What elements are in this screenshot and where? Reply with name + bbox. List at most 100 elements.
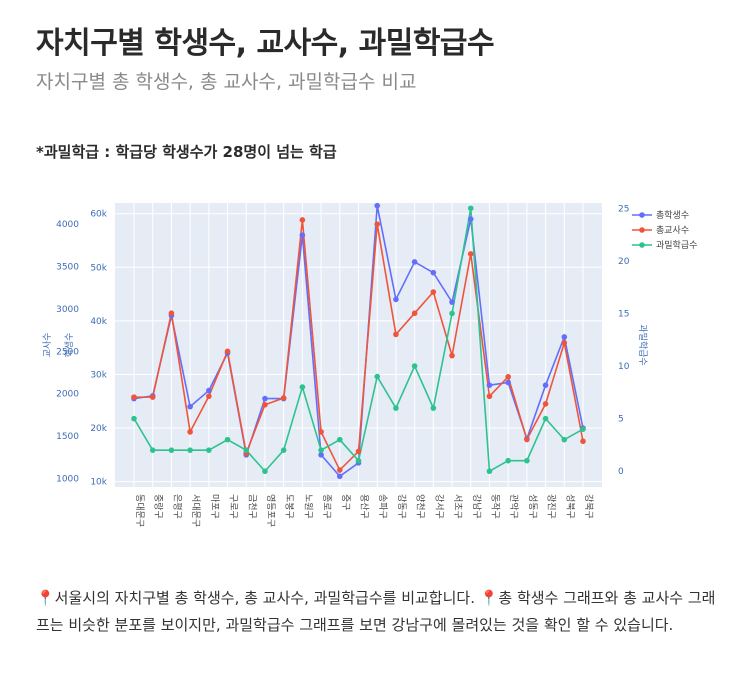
- data-point-teachers[interactable]: [580, 438, 586, 445]
- classes-tick-label: 0: [618, 467, 624, 477]
- data-point-classes[interactable]: [187, 447, 193, 453]
- data-point-teachers[interactable]: [393, 331, 399, 338]
- legend-label: 총학생수: [656, 210, 689, 221]
- district-tick-label: 양천구: [415, 494, 426, 519]
- data-point-classes[interactable]: [449, 310, 455, 317]
- data-point-classes[interactable]: [561, 436, 568, 443]
- data-point-students[interactable]: [561, 334, 568, 340]
- district-tick-label: 성북구: [564, 494, 575, 519]
- data-point-classes[interactable]: [280, 447, 287, 453]
- data-point-teachers[interactable]: [262, 401, 268, 408]
- data-point-teachers[interactable]: [524, 436, 530, 443]
- line-chart[interactable]: 1000 1500 2000 2500 3000 3500 4000 10k 20k 30k 40…: [0, 195, 750, 540]
- data-point-students[interactable]: [393, 296, 399, 303]
- students-tick-label: 20k: [90, 424, 107, 434]
- data-point-teachers[interactable]: [355, 448, 362, 455]
- data-point-students[interactable]: [542, 382, 549, 388]
- data-point-classes[interactable]: [131, 415, 137, 422]
- legend-item-classes[interactable]: 과밀학급수: [632, 239, 697, 251]
- data-point-teachers[interactable]: [168, 310, 175, 317]
- data-point-classes[interactable]: [393, 405, 399, 411]
- data-point-teachers[interactable]: [149, 394, 156, 400]
- data-point-students[interactable]: [336, 473, 343, 480]
- students-tick-label: 50k: [90, 263, 107, 273]
- data-point-teachers[interactable]: [561, 340, 568, 346]
- classes-axis-title: 과밀학급수: [637, 324, 649, 365]
- data-point-classes[interactable]: [374, 373, 381, 380]
- data-point-classes[interactable]: [580, 426, 586, 432]
- legend-marker: [639, 242, 645, 248]
- data-point-students[interactable]: [262, 395, 268, 402]
- data-point-teachers[interactable]: [449, 352, 455, 359]
- district-tick-label: 금천구: [246, 494, 257, 519]
- data-point-teachers[interactable]: [224, 348, 231, 355]
- data-point-teachers[interactable]: [280, 395, 287, 401]
- district-tick-label: 서대문구: [190, 494, 201, 527]
- data-point-classes[interactable]: [206, 447, 212, 453]
- data-point-classes[interactable]: [262, 468, 268, 475]
- data-point-classes[interactable]: [355, 457, 362, 464]
- data-point-classes[interactable]: [505, 457, 511, 464]
- data-point-teachers[interactable]: [542, 401, 549, 407]
- data-point-classes[interactable]: [467, 205, 474, 212]
- data-point-teachers[interactable]: [131, 394, 137, 400]
- data-point-classes[interactable]: [430, 405, 437, 411]
- data-point-teachers[interactable]: [187, 429, 193, 435]
- data-point-students[interactable]: [505, 379, 511, 386]
- legend-label: 총교사수: [656, 225, 689, 236]
- data-point-students[interactable]: [486, 382, 493, 388]
- data-point-teachers[interactable]: [430, 289, 437, 295]
- data-point-teachers[interactable]: [336, 467, 343, 473]
- data-point-classes[interactable]: [168, 447, 175, 453]
- data-point-students[interactable]: [318, 452, 324, 458]
- data-point-students[interactable]: [187, 403, 193, 410]
- students-tick-label: 60k: [90, 210, 107, 220]
- data-point-teachers[interactable]: [505, 373, 511, 380]
- data-point-teachers[interactable]: [374, 221, 381, 227]
- district-tick-label: 구로구: [228, 494, 239, 519]
- district-tick-label: 강북구: [583, 494, 594, 519]
- legend-label: 과밀학급수: [656, 239, 697, 251]
- data-point-students[interactable]: [374, 202, 381, 209]
- data-point-classes[interactable]: [486, 468, 493, 475]
- district-tick-label: 종로구: [321, 494, 332, 519]
- district-tick-label: 송파구: [377, 494, 388, 519]
- district-tick-label: 강서구: [433, 494, 444, 519]
- data-point-classes[interactable]: [318, 447, 324, 453]
- classes-tick-label: 5: [618, 415, 624, 425]
- data-point-classes[interactable]: [224, 436, 231, 443]
- legend-marker: [639, 212, 645, 218]
- series-points[interactable]: [131, 202, 586, 480]
- data-point-students[interactable]: [299, 232, 306, 238]
- data-point-teachers[interactable]: [467, 251, 474, 257]
- district-tick-label: 중구: [340, 494, 351, 511]
- data-point-students[interactable]: [449, 299, 455, 305]
- legend-item-teachers[interactable]: 총교사수: [632, 225, 689, 236]
- data-point-students[interactable]: [206, 387, 212, 394]
- data-point-classes[interactable]: [149, 447, 156, 453]
- legend-item-students[interactable]: 총학생수: [632, 210, 689, 221]
- data-point-teachers[interactable]: [486, 393, 493, 400]
- data-point-students[interactable]: [411, 259, 418, 265]
- teachers-tick-label: 1500: [56, 432, 79, 442]
- data-point-teachers[interactable]: [299, 217, 306, 223]
- data-point-classes[interactable]: [411, 363, 418, 369]
- data-point-teachers[interactable]: [318, 429, 324, 435]
- page-subtitle: 자치구별 총 학생수, 총 교사수, 과밀학급수 비교: [36, 71, 417, 93]
- legend-marker: [639, 227, 645, 233]
- students-tick-label: 40k: [90, 317, 107, 327]
- data-point-classes[interactable]: [299, 384, 306, 390]
- data-point-teachers[interactable]: [411, 310, 418, 317]
- district-tick-label: 동작구: [489, 494, 500, 519]
- data-point-classes[interactable]: [542, 415, 549, 422]
- data-point-students[interactable]: [430, 269, 437, 276]
- teachers-tick-label: 1000: [56, 475, 79, 485]
- data-point-classes[interactable]: [524, 457, 530, 464]
- data-point-classes[interactable]: [336, 436, 343, 443]
- data-point-students[interactable]: [467, 216, 474, 222]
- students-axis-title: 학생수: [64, 333, 75, 358]
- data-point-classes[interactable]: [243, 447, 250, 453]
- data-point-teachers[interactable]: [206, 393, 212, 400]
- district-tick-label: 노원구: [302, 494, 313, 519]
